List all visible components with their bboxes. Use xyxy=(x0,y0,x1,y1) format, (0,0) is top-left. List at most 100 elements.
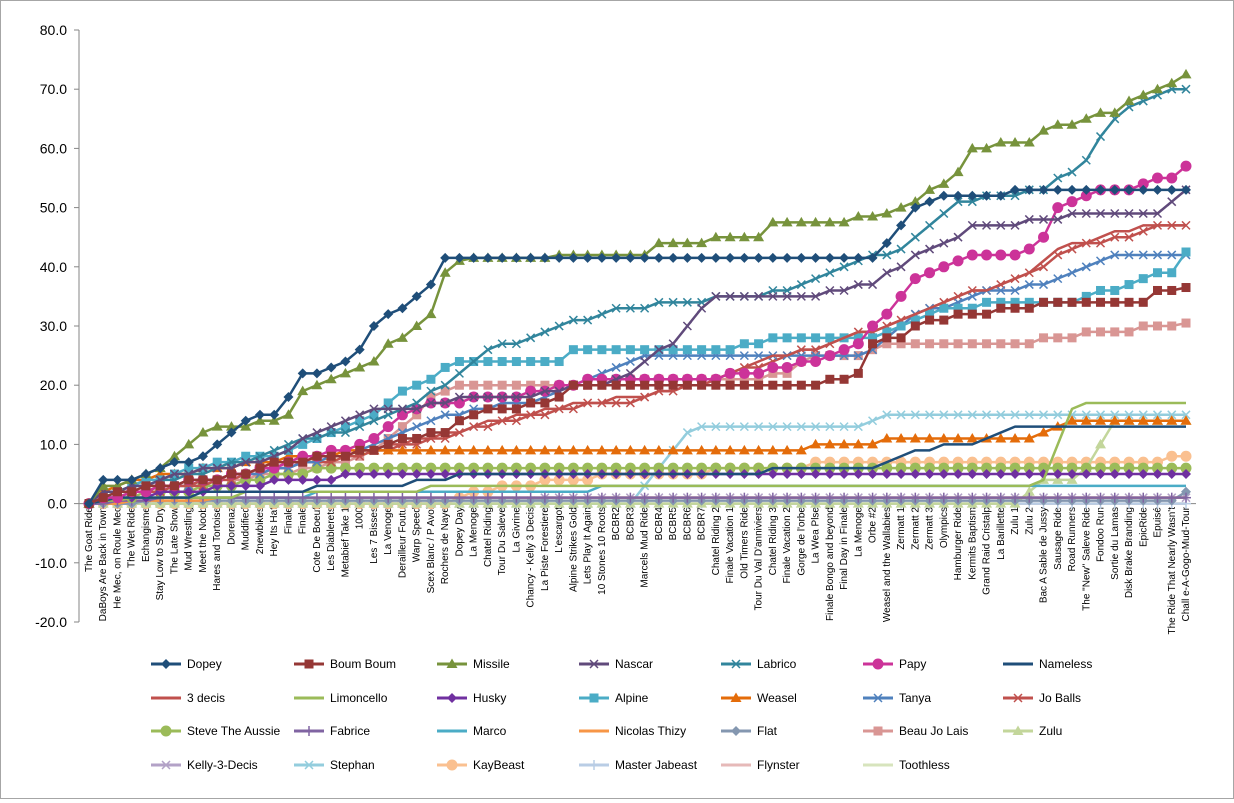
data-point xyxy=(354,469,365,479)
data-point xyxy=(754,339,764,349)
data-point xyxy=(325,462,337,474)
data-point xyxy=(539,444,551,455)
data-point xyxy=(483,422,493,432)
data-point xyxy=(1053,274,1063,284)
data-point xyxy=(925,309,935,319)
data-point xyxy=(339,367,351,378)
chart-axes: -20.0 -10.0 0.0 10.0 20.0 30.0 40.0 50.0 60.0 70.… xyxy=(35,22,1196,635)
data-point xyxy=(1137,462,1149,474)
legend-item: Steve The Aussie xyxy=(151,724,280,738)
data-point xyxy=(1080,113,1092,123)
x-tick-label: Grand Raid Cristalp xyxy=(982,507,993,595)
data-point xyxy=(454,416,464,426)
data-point xyxy=(981,462,993,474)
data-point xyxy=(155,463,166,474)
data-point xyxy=(1080,415,1092,425)
data-point xyxy=(382,444,394,455)
data-point xyxy=(383,492,394,503)
data-point xyxy=(952,462,964,474)
data-point xyxy=(697,303,707,313)
data-point xyxy=(1096,285,1106,295)
data-point xyxy=(1053,214,1063,224)
data-point xyxy=(411,469,422,479)
data-point xyxy=(1095,107,1107,117)
y-tick-label: 60.0 xyxy=(40,140,67,156)
legend-label: Tanya xyxy=(899,691,931,705)
legend-item: Beau Jo Lais xyxy=(863,724,968,738)
data-point xyxy=(526,398,536,408)
x-tick-label: Bac A Sable de Jussy xyxy=(1039,507,1050,603)
x-tick-label: BCBR3 xyxy=(625,507,636,541)
series-dopey xyxy=(84,184,1191,509)
data-point xyxy=(938,469,949,479)
data-point xyxy=(568,404,578,414)
data-point xyxy=(340,356,351,367)
data-point xyxy=(454,492,465,503)
data-point xyxy=(169,457,180,468)
x-tick-label: La Piste Forestiere xyxy=(540,507,551,591)
data-point xyxy=(1023,486,1035,496)
data-point xyxy=(939,303,949,313)
data-point xyxy=(525,444,537,455)
data-point xyxy=(939,238,949,248)
x-tick-label: Sortie du Lamas xyxy=(1110,507,1121,580)
data-point xyxy=(882,268,892,278)
data-point xyxy=(226,427,237,438)
data-point xyxy=(554,357,564,367)
legend-item: Husky xyxy=(437,691,506,705)
data-point xyxy=(710,444,722,455)
data-point xyxy=(882,333,892,343)
data-point xyxy=(1109,469,1120,479)
data-point xyxy=(255,463,265,473)
data-point xyxy=(583,380,593,390)
data-point xyxy=(1109,462,1121,474)
data-point xyxy=(995,190,1006,201)
data-point xyxy=(895,462,907,474)
x-tick-label: BCBR4 xyxy=(654,507,665,541)
data-point xyxy=(967,190,978,201)
data-point xyxy=(1124,280,1134,290)
data-point xyxy=(625,303,635,313)
data-point xyxy=(368,432,380,444)
data-point xyxy=(311,368,322,379)
data-point xyxy=(781,444,793,455)
data-point xyxy=(1181,184,1191,195)
data-point xyxy=(1138,297,1148,307)
data-point xyxy=(967,291,977,301)
data-point xyxy=(240,421,252,431)
x-tick-label: Lets Play It Again xyxy=(583,507,594,584)
data-point xyxy=(582,252,593,263)
x-tick-label: Tour Du Saleve xyxy=(497,507,508,576)
data-point xyxy=(710,231,722,242)
x-tick-label: 2newbikes xyxy=(255,507,266,554)
data-point xyxy=(539,252,550,263)
data-point xyxy=(996,303,1006,313)
data-point xyxy=(725,291,735,301)
data-point xyxy=(1123,462,1135,474)
y-tick-label: 10.0 xyxy=(40,436,67,452)
data-point xyxy=(739,252,750,263)
data-point xyxy=(497,357,507,367)
data-point xyxy=(825,333,835,343)
x-tick-label: Stay Low to Stay Dry xyxy=(155,507,166,600)
data-point xyxy=(796,291,806,301)
data-point xyxy=(853,351,863,361)
x-tick-label: Finale xyxy=(298,507,309,535)
data-point xyxy=(1052,474,1064,484)
data-point xyxy=(368,356,380,366)
data-point xyxy=(169,481,179,491)
data-point xyxy=(1067,492,1078,503)
data-point xyxy=(553,474,565,486)
data-point xyxy=(369,404,379,414)
data-point xyxy=(482,252,493,263)
data-point xyxy=(1181,410,1191,420)
data-point xyxy=(924,469,935,479)
data-point xyxy=(1066,196,1078,208)
data-point xyxy=(710,492,721,503)
data-point xyxy=(1153,285,1163,295)
data-point xyxy=(198,463,208,473)
data-point xyxy=(881,492,892,503)
data-point xyxy=(589,659,599,669)
data-point xyxy=(853,422,863,432)
data-point xyxy=(767,361,779,373)
